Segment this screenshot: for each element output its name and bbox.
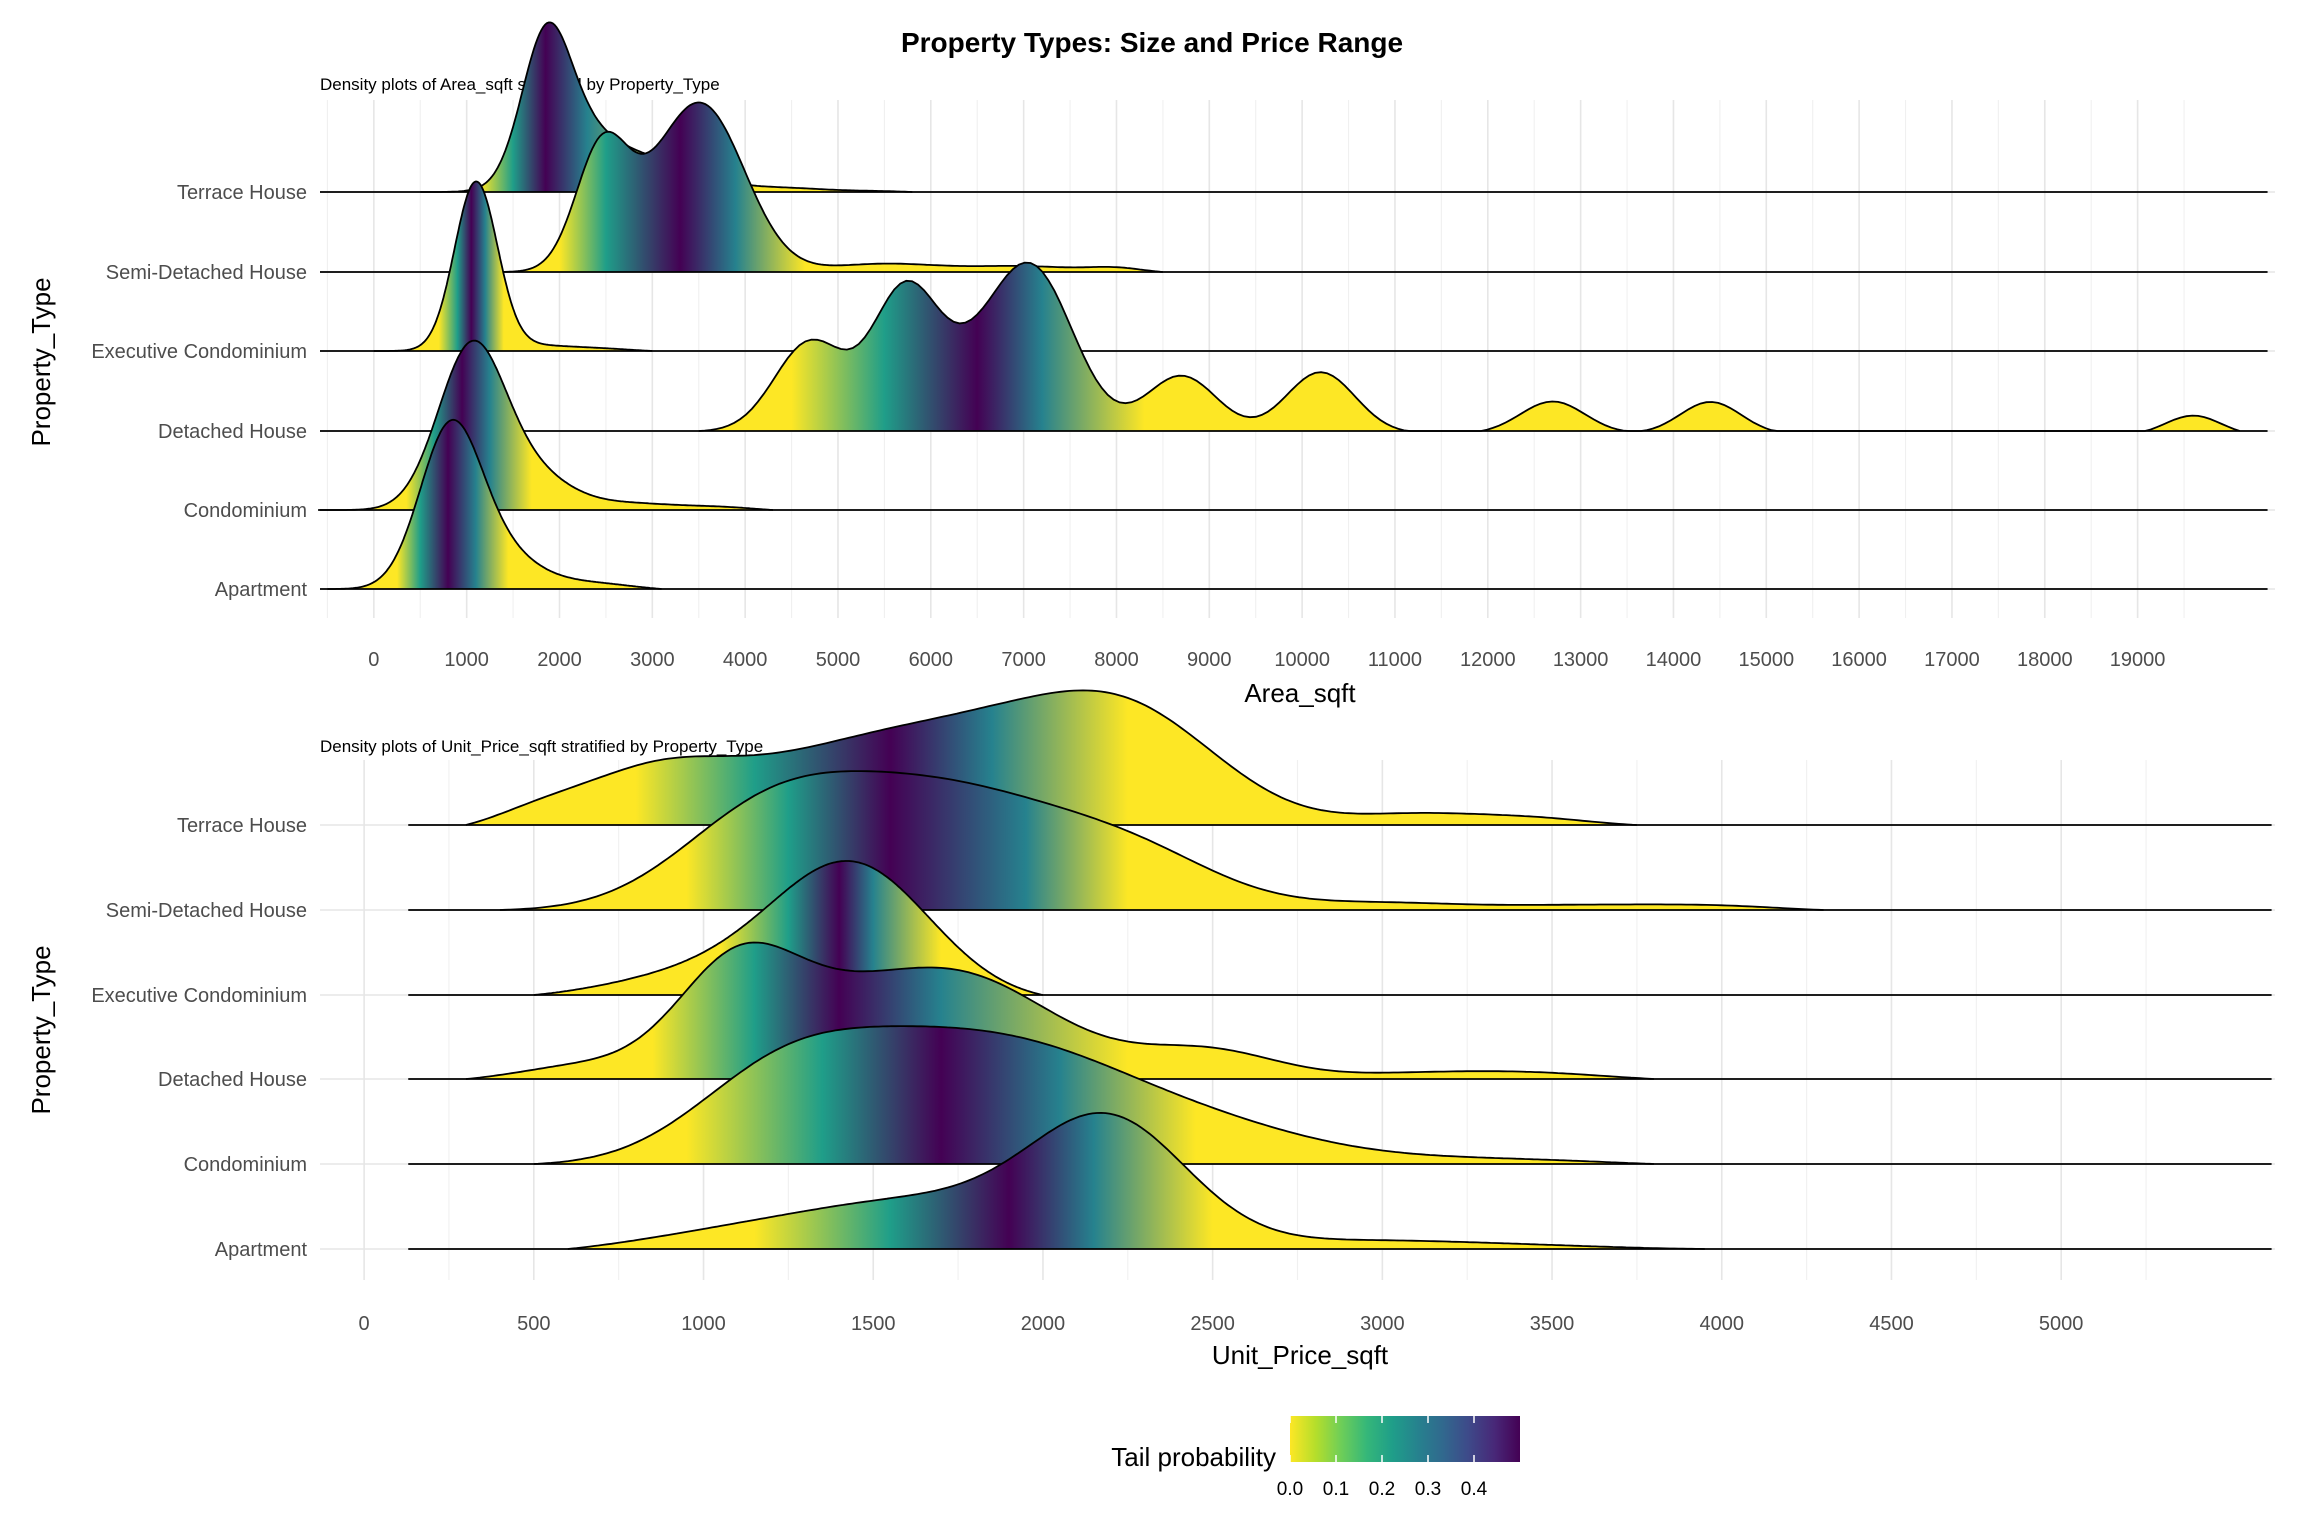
area-panel-ridges xyxy=(318,21,2268,590)
figure-title: Property Types: Size and Price Range xyxy=(901,27,1403,58)
ridge-fill xyxy=(494,102,1163,272)
ridge-fill xyxy=(465,690,1637,825)
x-tick-label: 2000 xyxy=(537,649,582,671)
x-tick-label: 1500 xyxy=(851,1313,896,1335)
ridge-detached-house xyxy=(320,261,2268,432)
x-tick-label: 500 xyxy=(517,1313,550,1335)
ridge-outline xyxy=(494,101,1163,273)
y-tick-label-detached-house: Detached House xyxy=(158,421,307,443)
x-tick-label: 4000 xyxy=(723,649,768,671)
ridge-detached-house xyxy=(408,941,2272,1080)
ridge-fill xyxy=(698,262,2240,431)
x-tick-label: 9000 xyxy=(1187,649,1232,671)
legend-tick-label: 0.3 xyxy=(1415,1479,1441,1500)
ridge-fill xyxy=(533,861,1043,995)
ridge-outline xyxy=(567,1111,1705,1250)
price-panel-y-axis-title: Property_Type xyxy=(26,945,56,1114)
ridge-semi-detached-house xyxy=(320,101,2268,273)
ridge-fill xyxy=(465,942,1654,1079)
x-tick-label: 0 xyxy=(368,649,379,671)
price-panel-subtitle: Density plots of Unit_Price_sqft stratif… xyxy=(320,737,763,756)
ridge-terrace-house xyxy=(408,689,2272,826)
ridge-outline xyxy=(465,941,1654,1080)
x-tick-label: 1000 xyxy=(681,1313,726,1335)
ridge-condominium xyxy=(408,1025,2272,1165)
area-panel-subtitle: Density plots of Area_sqft stratified by… xyxy=(320,75,720,94)
y-tick-label-apartment: Apartment xyxy=(215,1239,308,1261)
y-tick-label-terrace-house: Terrace House xyxy=(177,815,307,837)
area-panel-y-tick-labels: Terrace House Semi-Detached House Executiv… xyxy=(91,182,307,601)
legend-title: Tail probability xyxy=(1111,1442,1276,1472)
y-tick-label-condominium: Condominium xyxy=(184,1154,307,1176)
x-tick-label: 1000 xyxy=(444,649,489,671)
area-panel-x-axis-title: Area_sqft xyxy=(1244,678,1356,708)
ridge-outline xyxy=(373,180,653,352)
x-tick-label: 3500 xyxy=(1530,1313,1575,1335)
x-tick-label: 6000 xyxy=(909,649,954,671)
legend-tick-label: 0.0 xyxy=(1277,1479,1303,1500)
y-tick-label-apartment: Apartment xyxy=(215,579,308,601)
x-tick-label: 3000 xyxy=(1360,1313,1405,1335)
ridge-outline xyxy=(533,1025,1654,1165)
ridge-outline xyxy=(318,339,774,511)
x-tick-label: 17000 xyxy=(1924,649,1980,671)
legend-tick-label: 0.4 xyxy=(1461,1479,1488,1500)
price-panel-ridges xyxy=(408,689,2272,1250)
ridge-fill xyxy=(567,1112,1705,1249)
ridge-outline xyxy=(465,689,1637,826)
x-tick-label: 2500 xyxy=(1190,1313,1235,1335)
y-tick-label-executive-condominium: Executive Condominium xyxy=(91,341,307,363)
unit-price-panel: Density plots of Unit_Price_sqft stratif… xyxy=(26,689,2275,1370)
ridge-fill xyxy=(533,1026,1654,1164)
area-panel-x-tick-labels: 0 1000 2000 3000 4000 5000 6000 7000 8000 9000 100… xyxy=(368,649,2165,671)
x-tick-label: 14000 xyxy=(1646,649,1702,671)
price-panel-x-tick-labels: 0 500 1000 1500 2000 2500 3000 3500 4000 4500 5000 xyxy=(359,1313,2084,1335)
x-tick-label: 4500 xyxy=(1869,1313,1914,1335)
x-tick-label: 8000 xyxy=(1094,649,1139,671)
x-tick-label: 16000 xyxy=(1831,649,1887,671)
price-panel-x-axis-title: Unit_Price_sqft xyxy=(1212,1340,1389,1370)
x-tick-label: 11000 xyxy=(1368,649,1422,671)
area-sqft-panel: Density plots of Area_sqft stratified by… xyxy=(26,21,2275,708)
area-panel-y-axis-title: Property_Type xyxy=(26,277,56,446)
ridge-apartment xyxy=(320,418,2268,590)
ridge-outline xyxy=(327,418,662,590)
x-tick-label: 19000 xyxy=(2110,649,2166,671)
ridge-fill xyxy=(318,340,773,510)
y-tick-label-condominium: Condominium xyxy=(184,500,307,522)
ridge-fill xyxy=(327,419,662,589)
y-tick-label-terrace-house: Terrace House xyxy=(177,182,307,204)
legend: Tail probability 0.0 0.1 0.2 0.3 0.4 xyxy=(1111,1416,1520,1500)
y-tick-label-executive-condominium: Executive Condominium xyxy=(91,985,307,1007)
x-tick-label: 5000 xyxy=(2039,1313,2084,1335)
x-tick-label: 7000 xyxy=(1001,649,1046,671)
price-panel-grid xyxy=(320,760,2275,1280)
x-tick-label: 12000 xyxy=(1460,649,1516,671)
ridge-fill xyxy=(373,181,653,351)
x-tick-label: 10000 xyxy=(1274,649,1330,671)
y-tick-label-semi-detached-house: Semi-Detached House xyxy=(106,262,307,284)
ridge-fill xyxy=(420,22,913,193)
legend-tick-labels: 0.0 0.1 0.2 0.3 0.4 xyxy=(1277,1416,1488,1500)
ridge-outline xyxy=(499,770,1824,911)
price-panel-y-tick-labels: Terrace House Semi-Detached House Executiv… xyxy=(91,815,307,1261)
legend-tick-label: 0.1 xyxy=(1323,1479,1349,1500)
x-tick-label: 18000 xyxy=(2017,649,2073,671)
legend-tick-label: 0.2 xyxy=(1369,1479,1395,1500)
ridge-outline xyxy=(533,860,1044,996)
ridge-executive-condominium xyxy=(320,180,2268,352)
x-tick-label: 0 xyxy=(359,1313,370,1335)
x-tick-label: 15000 xyxy=(1738,649,1794,671)
legend-colorbar xyxy=(1290,1416,1520,1462)
y-tick-label-detached-house: Detached House xyxy=(158,1069,307,1091)
x-tick-label: 2000 xyxy=(1021,1313,1066,1335)
x-tick-label: 13000 xyxy=(1553,649,1609,671)
x-tick-label: 5000 xyxy=(816,649,861,671)
x-tick-label: 3000 xyxy=(630,649,675,671)
y-tick-label-semi-detached-house: Semi-Detached House xyxy=(106,900,307,922)
ridge-apartment xyxy=(408,1111,2272,1250)
x-tick-label: 4000 xyxy=(1700,1313,1745,1335)
